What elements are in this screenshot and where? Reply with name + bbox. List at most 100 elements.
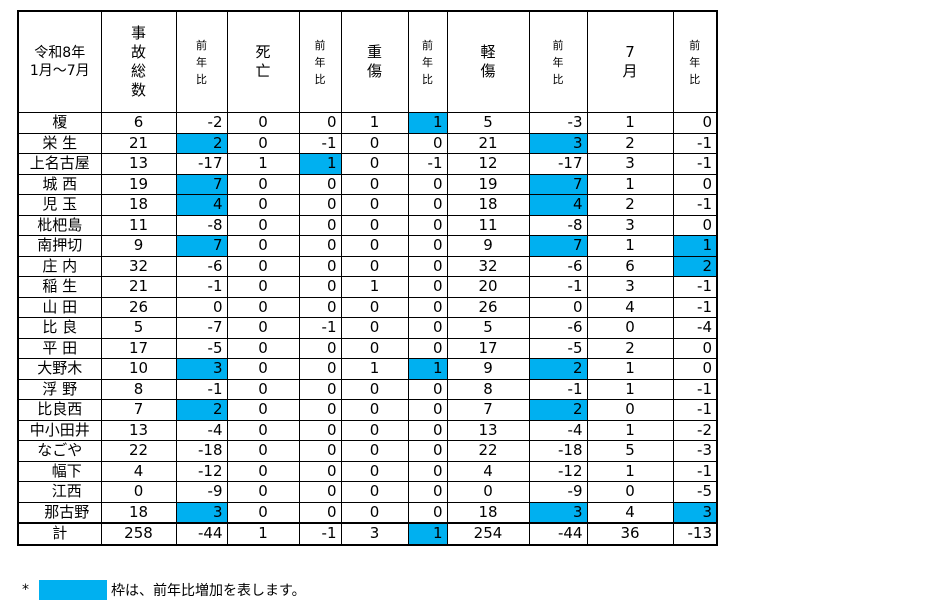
- cell: 0: [340, 132, 409, 154]
- row: 南押切 9 7 0 0 0 0 9 7 1 1: [17, 235, 718, 257]
- cell: 6: [100, 112, 177, 134]
- cell: -1: [672, 194, 718, 216]
- cell: 11: [446, 214, 530, 236]
- cell: 18: [446, 194, 530, 216]
- cell: 4: [446, 460, 530, 482]
- row: 幅下 4 -12 0 0 0 0 4 -12 1 -1: [17, 460, 718, 482]
- cell: 0: [226, 337, 300, 359]
- cell: 0: [340, 399, 409, 421]
- row-label: 枇杷島: [17, 214, 102, 236]
- cell: 0: [226, 235, 300, 257]
- column-header: 死亡: [226, 10, 300, 113]
- cell: 1: [672, 235, 718, 257]
- cell: 5: [446, 317, 530, 339]
- cell: 0: [672, 337, 718, 359]
- cell: 0: [298, 358, 342, 380]
- row-label: 計: [17, 522, 102, 545]
- cell: 0: [407, 194, 448, 216]
- cell: -1: [298, 132, 342, 154]
- column-header-text: 前年比: [422, 38, 433, 86]
- cell: 0: [407, 481, 448, 503]
- cell: 0: [407, 132, 448, 154]
- cell: 0: [226, 440, 300, 462]
- cell: 0: [340, 440, 409, 462]
- cell: 0: [100, 481, 177, 503]
- cell: 0: [340, 419, 409, 441]
- cell: 0: [586, 399, 674, 421]
- cell: 0: [340, 481, 409, 503]
- column-header: 前年比: [175, 10, 228, 113]
- cell: -12: [528, 460, 588, 482]
- row-label: 庄 内: [17, 255, 102, 277]
- cell: 1: [340, 358, 409, 380]
- cell: -7: [175, 317, 228, 339]
- row: 江西 0 -9 0 0 0 0 0 -9 0 -5: [17, 481, 718, 503]
- cell: 0: [298, 481, 342, 503]
- row: 児 玉 18 4 0 0 0 0 18 4 2 -1: [17, 194, 718, 216]
- column-header-text: 前年比: [689, 38, 701, 86]
- cell: -1: [298, 522, 342, 545]
- cell: 2: [586, 194, 674, 216]
- row: 栄 生 21 2 0 -1 0 0 21 3 2 -1: [17, 132, 718, 154]
- cell: -9: [528, 481, 588, 503]
- cell: 7: [528, 235, 588, 257]
- cell: 3: [175, 501, 228, 524]
- cell: 1: [586, 378, 674, 400]
- cell: 1: [586, 419, 674, 441]
- cell: 0: [226, 481, 300, 503]
- cell: 3: [672, 501, 718, 524]
- cell: 0: [446, 481, 530, 503]
- cell: 0: [340, 378, 409, 400]
- cell: 7: [528, 173, 588, 195]
- cell: 0: [226, 419, 300, 441]
- column-header-text: 重傷: [366, 43, 382, 80]
- cell: 0: [407, 378, 448, 400]
- cell: -6: [528, 317, 588, 339]
- row-label: 城 西: [17, 173, 102, 195]
- cell: 7: [175, 173, 228, 195]
- row-label: 栄 生: [17, 132, 102, 154]
- cell: 0: [298, 378, 342, 400]
- cell: 12: [446, 153, 530, 175]
- cell: 1: [226, 522, 300, 545]
- cell: 0: [340, 296, 409, 318]
- row: 浮 野 8 -1 0 0 0 0 8 -1 1 -1: [17, 378, 718, 400]
- cell: 1: [586, 112, 674, 134]
- cell: 2: [175, 399, 228, 421]
- cell: -3: [672, 440, 718, 462]
- cell: 0: [407, 214, 448, 236]
- cell: 5: [100, 317, 177, 339]
- row-label: 中小田井: [17, 419, 102, 441]
- row: 上名古屋 13 -17 1 1 0 -1 12 -17 3 -1: [17, 153, 718, 175]
- cell: 1: [586, 173, 674, 195]
- cell: 0: [672, 214, 718, 236]
- cell: 0: [226, 317, 300, 339]
- column-header: 事故総数: [100, 10, 177, 113]
- cell: 0: [407, 419, 448, 441]
- cell: 0: [407, 296, 448, 318]
- cell: -1: [672, 153, 718, 175]
- corner-header: 令和8年 1月〜7月: [17, 10, 102, 113]
- footnote: * 枠は、前年比増加を表します。: [22, 580, 306, 600]
- cell: 0: [298, 419, 342, 441]
- column-header: 前年比: [672, 10, 718, 113]
- row: なごや 22 -18 0 0 0 0 22 -18 5 -3: [17, 440, 718, 462]
- row: 山 田 26 0 0 0 0 0 26 0 4 -1: [17, 296, 718, 318]
- cell: 0: [298, 194, 342, 216]
- row: 稲 生 21 -1 0 0 1 0 20 -1 3 -1: [17, 276, 718, 298]
- cell: 5: [446, 112, 530, 134]
- cell: -8: [175, 214, 228, 236]
- row: 比良西 7 2 0 0 0 0 7 2 0 -1: [17, 399, 718, 421]
- cell: 3: [528, 132, 588, 154]
- cell: 0: [340, 235, 409, 257]
- cell: -6: [175, 255, 228, 277]
- cell: 4: [528, 194, 588, 216]
- row: 枇杷島 11 -8 0 0 0 0 11 -8 3 0: [17, 214, 718, 236]
- cell: 0: [407, 255, 448, 277]
- cell: 0: [298, 337, 342, 359]
- cell: -1: [672, 399, 718, 421]
- cell: -17: [175, 153, 228, 175]
- column-header-text: 前年比: [314, 38, 326, 86]
- cell: -17: [528, 153, 588, 175]
